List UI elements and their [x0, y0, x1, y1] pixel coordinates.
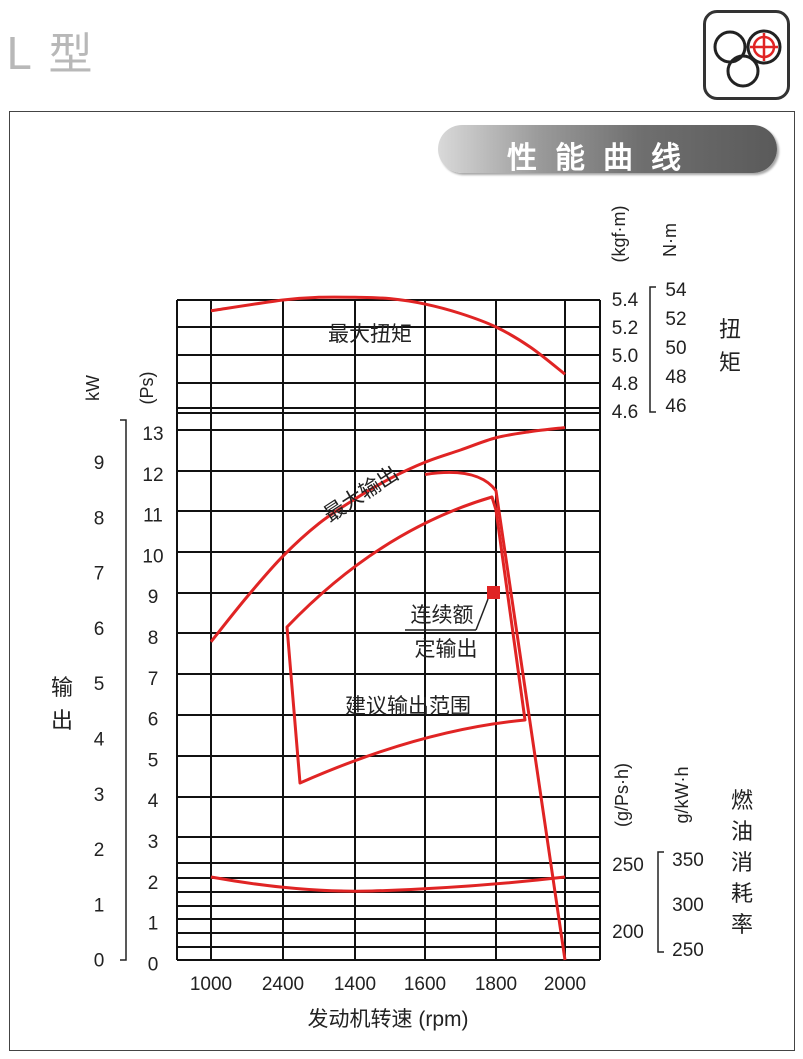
torque-kgfm-tick: 4.8 [612, 374, 638, 395]
x-tick-label: 1400 [334, 974, 376, 995]
fuel-gkw-tick: 350 [672, 850, 704, 871]
fuel-label: 油 [731, 819, 753, 844]
fuel-label: 燃 [731, 788, 753, 813]
output-ps-tick: 10 [142, 546, 163, 567]
torque-bracket [649, 286, 656, 413]
brand-logo-icon [703, 10, 790, 100]
output-kw-tick: 0 [94, 951, 105, 972]
output-ps-tick: 2 [148, 873, 159, 894]
torque-unit-nm: N·m [660, 223, 680, 257]
output-kw-tick: 1 [94, 895, 105, 916]
chart-grid [176, 299, 601, 961]
torque-kgfm-tick: 5.4 [612, 290, 639, 311]
continuous-rated-label: 定输出 [415, 638, 478, 661]
torque-nm-tick: 54 [665, 280, 687, 301]
torque-label: 扭 [719, 317, 741, 342]
output-ps-tick: 5 [148, 750, 159, 771]
x-tick-label: 1800 [475, 974, 517, 995]
output-label: 出 [51, 708, 73, 733]
output-ps-tick: 6 [148, 710, 159, 731]
fuel-unit-gkw: g/kW·h [672, 766, 692, 823]
output-unit-kw: kW [83, 375, 103, 401]
model-label: L 型 [6, 29, 95, 80]
fuel-consumption-curve [210, 875, 566, 893]
torque-curve [210, 295, 566, 376]
output-kw-tick: 7 [94, 564, 105, 585]
output-ps-tick: 4 [148, 791, 159, 812]
torque-nm-tick: 46 [665, 396, 686, 417]
torque-kgfm-tick: 4.6 [612, 402, 638, 423]
chart-curves [209, 295, 567, 961]
fuel-label: 率 [731, 912, 753, 937]
torque-nm-tick: 48 [665, 367, 686, 388]
output-ps-tick: 0 [148, 954, 159, 975]
fuel-bracket [657, 851, 664, 953]
fuel-gkw-tick: 250 [672, 940, 704, 961]
output-ps-tick: 7 [148, 669, 159, 690]
output-ps-tick: 8 [148, 628, 159, 649]
x-tick-label: 2000 [544, 974, 586, 995]
fuel-gkw-tick: 300 [672, 895, 704, 916]
torque-nm-tick: 52 [665, 309, 686, 330]
recommended-range-outline [285, 495, 527, 785]
title-banner: 性能曲线 [438, 125, 777, 176]
output-kw-tick: 6 [94, 619, 105, 640]
x-tick-label: 2400 [262, 974, 304, 995]
output-ps-tick: 3 [148, 832, 159, 853]
output-label: 输 [51, 675, 73, 700]
output-kw-tick: 8 [94, 508, 105, 529]
continuous-rated-label: 连续额 [411, 604, 474, 627]
torque-series-label: 最大扭矩 [328, 323, 412, 346]
torque-label: 矩 [719, 350, 741, 375]
output-kw-tick: 4 [94, 730, 105, 751]
x-axis-label: 发动机转速 (rpm) [308, 1008, 469, 1031]
torque-kgfm-tick: 5.0 [612, 346, 638, 367]
max-output-curve [209, 426, 566, 643]
torque-unit-kgfm: (kgf·m) [609, 206, 629, 263]
fuel-gps-tick: 250 [612, 855, 644, 876]
output-kw-tick: 9 [94, 453, 105, 474]
fuel-label: 消 [731, 850, 753, 875]
x-tick-label: 1600 [404, 974, 446, 995]
output-kw-tick: 2 [94, 840, 105, 861]
output-unit-ps: (Ps) [137, 372, 157, 405]
output-bracket [120, 419, 127, 961]
torque-nm-tick: 50 [665, 338, 686, 359]
output-kw-tick: 5 [94, 674, 105, 695]
x-tick-label: 1000 [190, 974, 232, 995]
fuel-gps-tick: 200 [612, 922, 644, 943]
output-ps-tick: 11 [143, 506, 163, 527]
chart-title: 性能曲线 [507, 141, 699, 176]
torque-kgfm-tick: 5.2 [612, 318, 638, 339]
continuous-rated-leader [475, 598, 489, 631]
output-kw-tick: 3 [94, 785, 105, 806]
chart-frame [9, 111, 795, 1051]
output-ps-tick: 9 [148, 587, 159, 608]
governor-curve [424, 470, 567, 961]
output-ps-tick: 12 [142, 465, 163, 486]
continuous-rated-marker [487, 586, 500, 599]
recommended-range-label: 建议输出范围 [345, 695, 471, 718]
fuel-unit-gps: (g/Ps·h) [612, 763, 632, 827]
fuel-label: 耗 [731, 881, 753, 906]
output-ps-tick: 13 [142, 424, 163, 445]
output-ps-tick: 1 [148, 914, 159, 935]
